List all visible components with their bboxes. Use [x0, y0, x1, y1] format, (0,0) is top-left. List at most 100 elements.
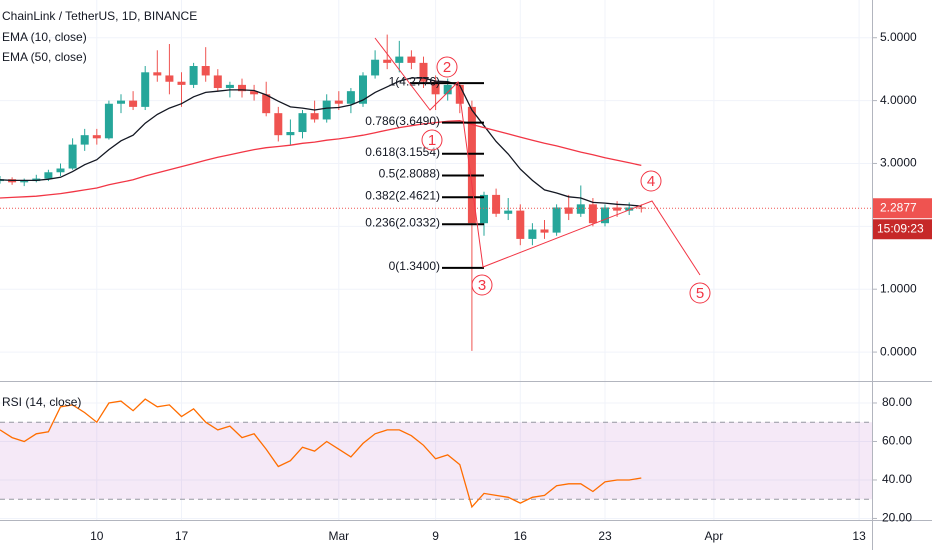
- fib-label: 0(1.3400): [389, 259, 440, 273]
- grid: [0, 0, 872, 520]
- candle-body: [238, 84, 246, 92]
- x-tick-label: 17: [175, 529, 189, 543]
- candle-body: [165, 75, 174, 82]
- rsi-line: [0, 398, 642, 509]
- candle-body: [141, 72, 150, 107]
- candle-body: [601, 207, 609, 224]
- annotations: 1(4.2776) 0.786(3.6490) 0.618(3.1554) 0.5(2…: [365, 37, 711, 304]
- candle-body: [359, 75, 367, 104]
- candle-body: [407, 56, 416, 63]
- candle-body: [564, 207, 573, 214]
- candle-body: [371, 59, 380, 76]
- countdown-label: 15:09:23: [877, 221, 924, 235]
- candle-body: [44, 172, 53, 179]
- candle-body: [92, 135, 101, 139]
- candle-body: [613, 207, 622, 211]
- x-tick-label: 10: [90, 529, 104, 543]
- y-tick-label: 4.0000: [880, 93, 917, 107]
- candle-body: [213, 75, 222, 89]
- x-tick-label: 9: [432, 529, 439, 543]
- rsi-pane: [0, 398, 872, 509]
- candle-body: [516, 210, 525, 239]
- candle-body: [346, 91, 355, 104]
- wave-label: 2: [443, 59, 451, 76]
- candle-body: [480, 194, 488, 224]
- x-tick-label: Apr: [705, 529, 724, 543]
- x-tick-label: 23: [598, 529, 612, 543]
- y-tick-label: 3.0000: [880, 156, 917, 170]
- candle-body: [80, 135, 89, 145]
- wave-label: 5: [696, 285, 704, 302]
- fib-label: 0.786(3.6490): [365, 114, 440, 128]
- ema-line: [0, 77, 642, 207]
- candle-body: [153, 72, 162, 76]
- candle-body: [588, 204, 597, 224]
- candle-body: [201, 66, 210, 76]
- candle-body: [322, 100, 331, 120]
- rsi-band: [0, 422, 872, 500]
- wave-label: 3: [478, 277, 486, 294]
- legend-entry: EMA (10, close): [2, 30, 87, 44]
- countdown-box: [873, 219, 932, 240]
- candle-body: [540, 229, 549, 233]
- candle-body: [298, 113, 307, 133]
- candle-body: [576, 204, 585, 214]
- y-tick-label: 0.0000: [880, 344, 917, 358]
- candle-body: [189, 66, 198, 85]
- candle-body: [419, 62, 428, 82]
- rsi-title: RSI (14, close): [2, 395, 81, 409]
- candle-body: [104, 103, 113, 139]
- wave-label: 1: [428, 132, 436, 149]
- y-tick-label: 60.00: [882, 434, 912, 448]
- candle-body: [625, 207, 634, 211]
- candle-body: [431, 81, 440, 95]
- wave-label: 4: [647, 173, 655, 190]
- wave-marker: [640, 170, 662, 192]
- y-tick-label: 5.0000: [880, 30, 917, 44]
- candle-body: [177, 81, 186, 85]
- candle-body: [443, 84, 452, 95]
- candle-body: [250, 91, 259, 95]
- legend-entry: EMA (50, close): [2, 50, 87, 64]
- candle-body: [68, 144, 77, 169]
- axes: 1017Mar91623Apr130.00001.00002.00003.000…: [90, 30, 932, 543]
- ema-line: [0, 120, 642, 199]
- candle-body: [467, 106, 476, 224]
- y-tick-label: 40.00: [882, 472, 912, 486]
- candle-body: [225, 84, 234, 89]
- candle-body: [274, 113, 283, 136]
- y-tick-label: 20.00: [882, 511, 912, 525]
- candle-body: [286, 132, 295, 136]
- last-price-label: 2.2877: [880, 200, 917, 214]
- candle-body: [504, 210, 513, 214]
- candle-body: [20, 181, 29, 183]
- wave-marker: [436, 56, 458, 78]
- candle-body: [334, 100, 343, 104]
- wave-path: [374, 37, 701, 276]
- candle-body: [637, 207, 646, 209]
- x-tick-label: Mar: [328, 529, 349, 543]
- candle-body: [129, 100, 138, 107]
- fib-label: 0.382(2.4621): [365, 188, 440, 202]
- x-tick-label: 16: [514, 529, 528, 543]
- candle-body: [56, 168, 65, 173]
- chart-title: ChainLink / TetherUS, 1D, BINANCE: [2, 9, 197, 23]
- wave-marker: [689, 282, 711, 304]
- x-tick-label: 13: [852, 529, 866, 543]
- candle-body: [528, 229, 537, 239]
- last-price-box: [873, 198, 932, 219]
- wave-marker: [471, 274, 493, 296]
- candle-body: [492, 194, 501, 214]
- candle-body: [262, 94, 271, 114]
- price-pane: [0, 34, 872, 351]
- candle-body: [395, 56, 404, 63]
- fib-label: 0.236(2.0332): [365, 215, 440, 229]
- candle-body: [552, 207, 561, 233]
- fib-label: 0.618(3.1554): [365, 145, 440, 159]
- fib-label: 0.5(2.8088): [379, 167, 440, 181]
- candle-body: [310, 113, 319, 120]
- candle-body: [383, 59, 392, 63]
- wave-marker: [421, 129, 443, 151]
